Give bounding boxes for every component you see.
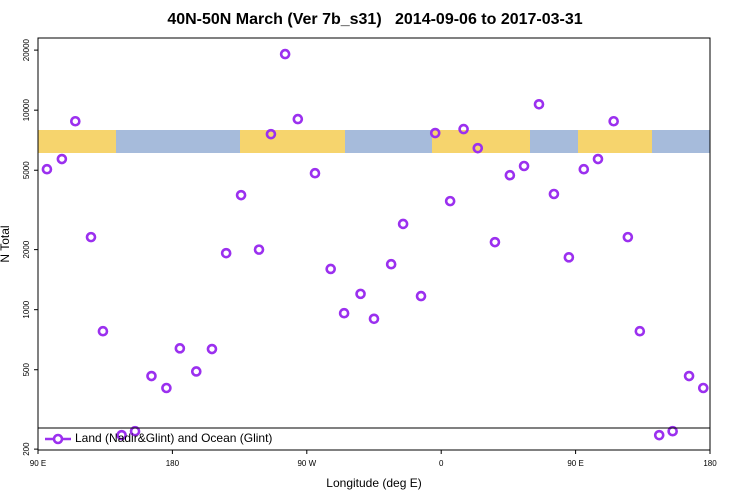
map-strip (38, 130, 710, 153)
land-band (38, 130, 116, 153)
point (444, 195, 456, 207)
y-tick-label: 20000 (22, 38, 31, 61)
point (622, 231, 634, 243)
land-band (578, 130, 652, 153)
y-tick-label: 5000 (22, 161, 31, 179)
point (489, 236, 501, 248)
point (97, 325, 109, 337)
point (161, 382, 172, 394)
point (338, 307, 350, 319)
point (548, 188, 560, 200)
point (355, 288, 366, 300)
point (116, 429, 127, 441)
point (533, 99, 545, 110)
point (368, 313, 380, 325)
point (415, 290, 427, 302)
point (206, 343, 218, 355)
point (174, 343, 186, 354)
y-tick-label: 500 (22, 363, 31, 377)
x-tick-label: 180 (703, 459, 717, 468)
x-tick-label: 180 (166, 459, 180, 468)
point (429, 127, 441, 139)
x-axis-label: Longitude (deg E) (326, 476, 421, 490)
point (667, 425, 678, 437)
y-tick-label: 1000 (22, 300, 31, 318)
y-axis-label: N Total (0, 225, 12, 262)
point (504, 169, 516, 181)
legend-label: Land (Nadir&Glint) and Ocean (Glint) (75, 431, 272, 445)
ocean-band (38, 130, 710, 153)
point (608, 115, 619, 127)
point (309, 167, 321, 179)
point (325, 263, 336, 275)
point (385, 258, 397, 270)
point (397, 218, 409, 230)
land-band (240, 130, 345, 153)
x-tick-label: 0 (439, 459, 444, 468)
legend-box (37, 427, 711, 451)
point (697, 382, 709, 394)
point (41, 163, 53, 175)
point (279, 48, 291, 60)
point (592, 153, 604, 165)
legend-marker (52, 433, 64, 445)
point (129, 425, 141, 437)
x-tick-label: 90 E (30, 459, 46, 468)
point (70, 115, 81, 127)
point (190, 366, 202, 377)
point (472, 142, 484, 154)
point (563, 252, 575, 263)
point (518, 160, 530, 172)
point (56, 153, 68, 165)
x-tick-label: 90 W (297, 459, 316, 468)
point (653, 429, 665, 441)
point (220, 247, 232, 259)
point (85, 231, 97, 243)
point (683, 370, 695, 382)
land-band (432, 130, 530, 153)
legend: Land (Nadir&Glint) and Ocean (Glint) (37, 427, 711, 451)
point (265, 128, 277, 140)
point (458, 123, 469, 135)
point (235, 189, 247, 201)
point (146, 370, 157, 382)
point (578, 163, 590, 175)
point (634, 325, 646, 337)
y-tick-label: 2000 (22, 240, 31, 258)
plot-frame (37, 37, 711, 451)
chart-title: 40N-50N March (Ver 7b_s31) 2014-09-06 to… (167, 11, 582, 28)
x-tick-label: 90 E (567, 459, 583, 468)
y-tick-label: 10000 (22, 98, 31, 121)
point (253, 244, 265, 255)
y-tick-label: 200 (22, 442, 31, 456)
point (292, 113, 304, 125)
